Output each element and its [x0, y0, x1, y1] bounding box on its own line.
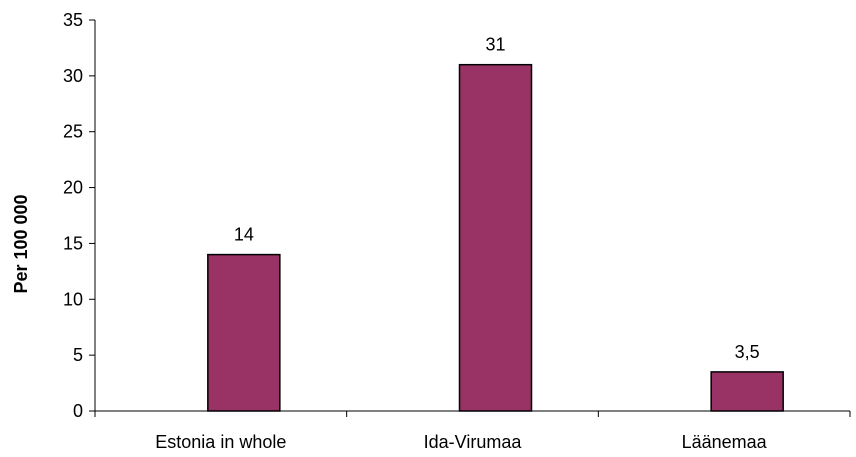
- y-tick-label: 0: [73, 401, 83, 421]
- y-tick-label: 5: [73, 345, 83, 365]
- x-tick-label: Läänemaa: [682, 432, 768, 452]
- x-axis-ticks: Estonia in whole Ida-Virumaa Läänemaa: [94, 411, 851, 452]
- y-tick-label: 20: [63, 178, 83, 198]
- bar: [710, 371, 784, 412]
- y-tick-label: 25: [63, 122, 83, 142]
- data-labels: 14 31 3,5: [234, 35, 760, 362]
- bars: [207, 63, 784, 412]
- y-axis-ticks: 0 5 10 15 20 25 30 35: [63, 10, 95, 421]
- bar: [207, 253, 281, 412]
- x-tick-label: Estonia in whole: [155, 432, 286, 452]
- bar: [458, 63, 533, 412]
- y-tick-label: 30: [63, 66, 83, 86]
- data-label: 3,5: [735, 342, 760, 362]
- y-tick-label: 15: [63, 233, 83, 253]
- x-tick-label: Ida-Virumaa: [424, 432, 523, 452]
- data-label: 31: [485, 35, 505, 55]
- y-axis-title: Per 100 000: [11, 194, 31, 293]
- y-tick-label: 35: [63, 10, 83, 30]
- data-label: 14: [234, 225, 254, 245]
- y-tick-label: 10: [63, 289, 83, 309]
